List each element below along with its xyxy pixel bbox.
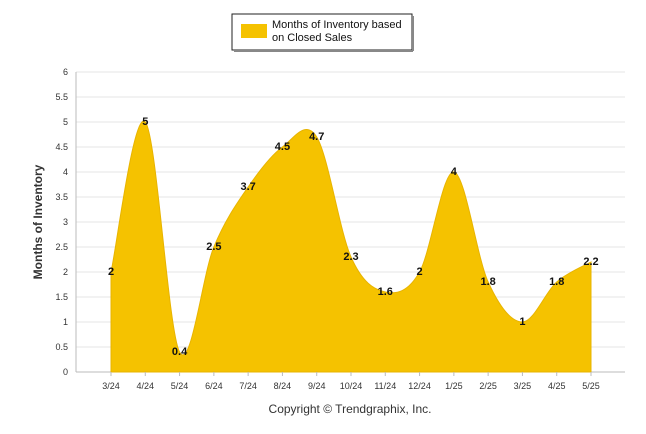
data-label: 2.5 — [206, 241, 221, 253]
x-tick-label: 10/24 — [340, 381, 363, 391]
y-tick-label: 2 — [63, 267, 68, 277]
legend-swatch — [241, 24, 267, 38]
x-tick-label: 5/25 — [582, 381, 600, 391]
series-area-fill — [110, 120, 592, 373]
data-label: 1 — [519, 316, 525, 328]
y-tick-label: 1.5 — [55, 292, 68, 302]
data-label: 2 — [417, 266, 423, 278]
legend-line-1: Months of Inventory based — [272, 19, 402, 31]
x-tick-label: 8/24 — [274, 381, 292, 391]
x-axis: 3/24 4/24 5/24 6/24 7/24 8/24 9/24 10/24 11/24 12… — [102, 372, 600, 391]
y-tick-label: 5 — [63, 117, 68, 127]
x-tick-label: 4/24 — [137, 381, 155, 391]
y-axis: 0 0.5 1 1.5 2 2.5 3 3.5 4 4.5 5 5.5 6 — [55, 67, 77, 377]
y-tick-label: 3.5 — [55, 192, 68, 202]
y-tick-label: 0 — [63, 367, 68, 377]
y-tick-label: 3 — [63, 217, 68, 227]
series-area — [110, 120, 592, 373]
x-tick-label: 3/25 — [514, 381, 532, 391]
y-tick-label: 2.5 — [55, 242, 68, 252]
y-tick-label: 6 — [63, 67, 68, 77]
x-tick-label: 2/25 — [479, 381, 497, 391]
data-label: 4.7 — [309, 131, 324, 143]
data-label: 4 — [451, 166, 458, 178]
y-tick-label: 5.5 — [55, 92, 68, 102]
data-label: 4.5 — [275, 141, 290, 153]
data-label: 2.3 — [343, 251, 358, 263]
y-tick-label: 0.5 — [55, 342, 68, 352]
data-label: 1.8 — [480, 276, 495, 288]
legend-line-2: on Closed Sales — [272, 32, 353, 44]
y-axis-title: Months of Inventory — [31, 164, 45, 279]
data-label: 1.8 — [549, 276, 564, 288]
data-label: 1.6 — [378, 286, 393, 298]
x-tick-label: 7/24 — [239, 381, 257, 391]
y-tick-label: 4 — [63, 167, 68, 177]
x-tick-label: 12/24 — [408, 381, 431, 391]
data-label: 2.2 — [583, 256, 598, 268]
data-labels: 2 5 0.4 2.5 3.7 4.5 4.7 2.3 1.6 2 4 1.8 1 1.8 2.2 — [108, 116, 599, 358]
copyright-footer: Copyright © Trendgraphix, Inc. — [269, 402, 432, 416]
x-tick-label: 9/24 — [308, 381, 326, 391]
y-tick-label: 1 — [63, 317, 68, 327]
y-tick-label: 4.5 — [55, 142, 68, 152]
x-tick-label: 6/24 — [205, 381, 223, 391]
data-label: 2 — [108, 266, 114, 278]
legend: Months of Inventory based on Closed Sale… — [231, 13, 414, 52]
data-label: 3.7 — [240, 181, 255, 193]
x-tick-label: 1/25 — [445, 381, 463, 391]
data-label: 0.4 — [172, 346, 188, 358]
x-tick-label: 11/24 — [374, 381, 396, 391]
x-tick-label: 4/25 — [548, 381, 566, 391]
x-tick-label: 5/24 — [171, 381, 189, 391]
x-tick-label: 3/24 — [102, 381, 120, 391]
data-label: 5 — [142, 116, 148, 128]
